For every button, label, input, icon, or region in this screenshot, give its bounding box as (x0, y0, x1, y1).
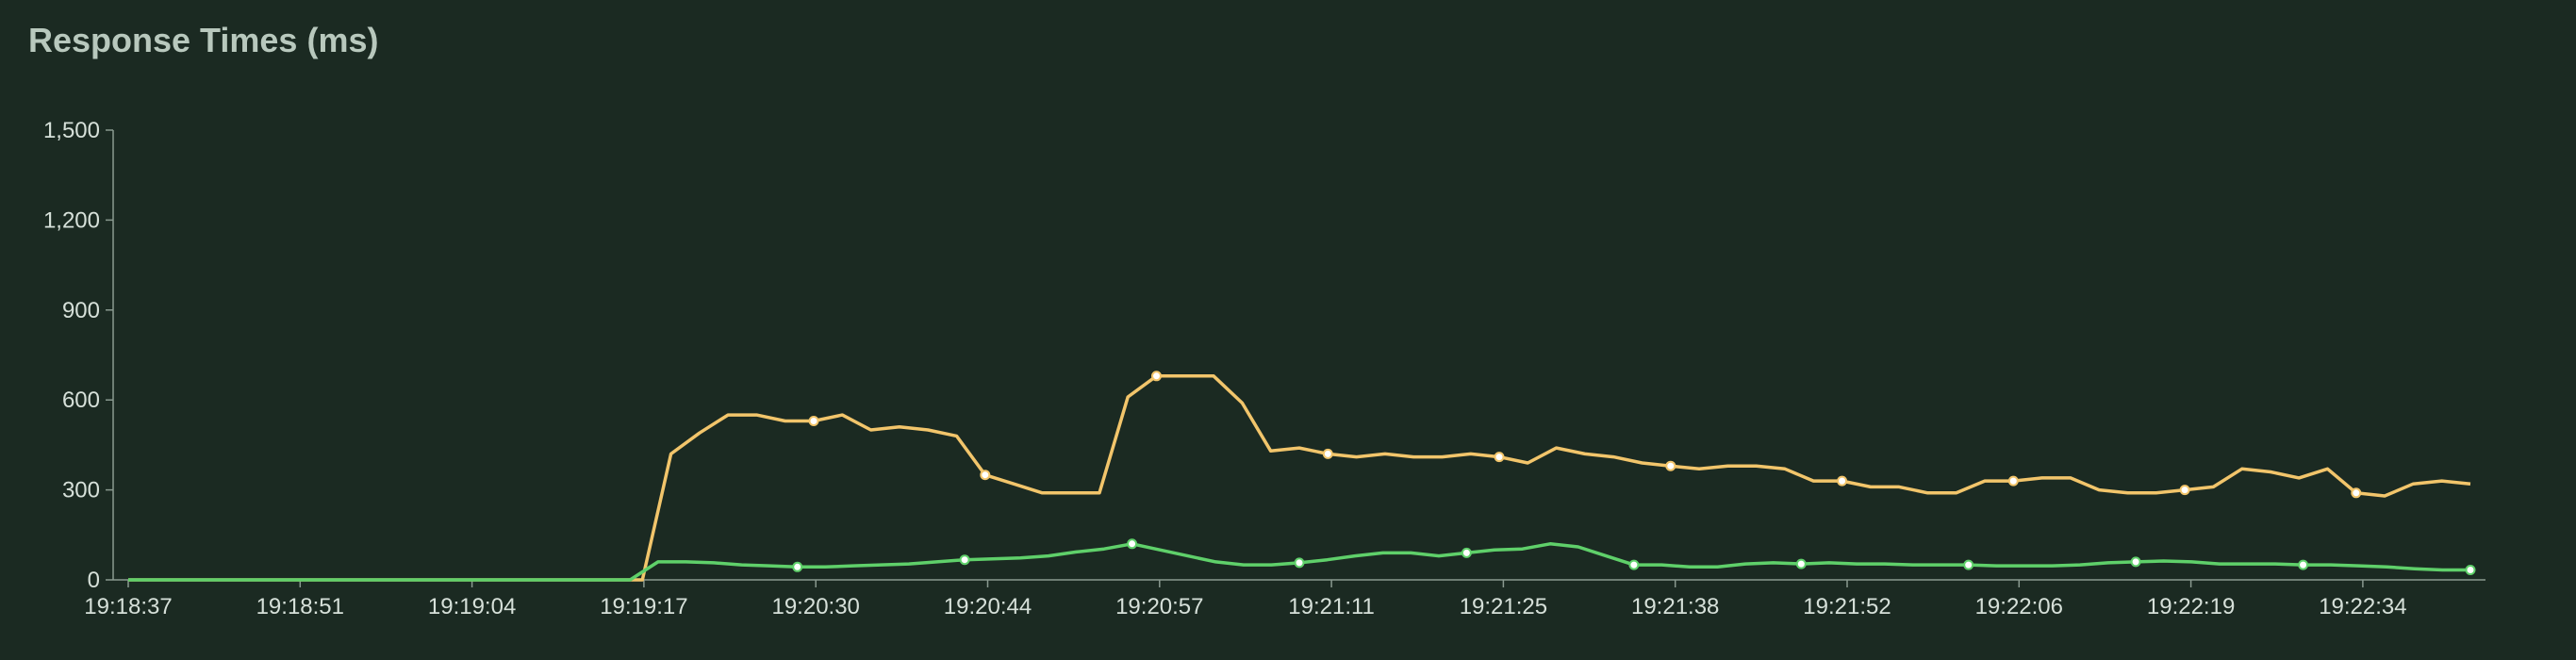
x-tick-label: 19:21:11 (1288, 594, 1375, 619)
x-tick-label: 19:22:34 (2319, 594, 2406, 619)
series-point-1 (2179, 485, 2190, 496)
series-point-2 (2130, 556, 2141, 568)
y-tick-label: 900 (62, 298, 100, 323)
series-point-1 (1151, 371, 1162, 382)
series-point-2 (2465, 565, 2476, 575)
x-tick-label: 19:20:44 (944, 594, 1032, 619)
x-tick-label: 19:21:52 (1803, 594, 1891, 619)
x-tick-label: 19:21:38 (1631, 594, 1719, 619)
panel-title: Response Times (ms) (28, 21, 379, 59)
series-point-2 (1461, 547, 1472, 558)
x-tick-label: 19:18:51 (256, 594, 344, 619)
y-tick-label: 1,200 (43, 207, 100, 233)
series-point-1 (1665, 460, 1676, 471)
y-tick-label: 300 (62, 478, 100, 503)
x-tick-label: 19:20:30 (771, 594, 859, 619)
series-point-1 (980, 470, 991, 481)
series-point-1 (1494, 452, 1505, 463)
series-point-1 (2007, 475, 2019, 487)
x-tick-label: 19:19:04 (428, 594, 516, 619)
x-tick-label: 19:18:37 (84, 594, 172, 619)
chart-axes: 0 300 600 900 1,200 1,500 19:18:37 19:18:51 19:1… (43, 118, 2485, 619)
series-point-1 (1322, 448, 1333, 459)
x-tick-label: 19:20:57 (1115, 594, 1203, 619)
series-point-1 (808, 416, 819, 426)
series-point-2 (1963, 559, 1974, 570)
x-tick-label: 19:22:19 (2147, 594, 2235, 619)
series-point-2 (1127, 538, 1138, 550)
y-tick-label: 0 (88, 568, 100, 593)
series-point-2 (2298, 559, 2309, 570)
series-point-2 (792, 561, 803, 572)
chart-series (128, 371, 2476, 582)
series-point-1 (2351, 487, 2362, 499)
series-point-2 (959, 554, 970, 566)
series-point-2 (1628, 559, 1640, 570)
x-tick-label: 19:21:25 (1460, 594, 1547, 619)
y-tick-label: 600 (62, 388, 100, 413)
series-point-2 (1294, 557, 1305, 569)
series-point-1 (1837, 475, 1848, 487)
x-tick-label: 19:22:06 (1975, 594, 2063, 619)
series-line-1 (128, 374, 2471, 582)
x-tick-label: 19:19:17 (600, 594, 687, 619)
y-tick-label: 1,500 (43, 118, 100, 143)
series-point-2 (1795, 558, 1807, 569)
